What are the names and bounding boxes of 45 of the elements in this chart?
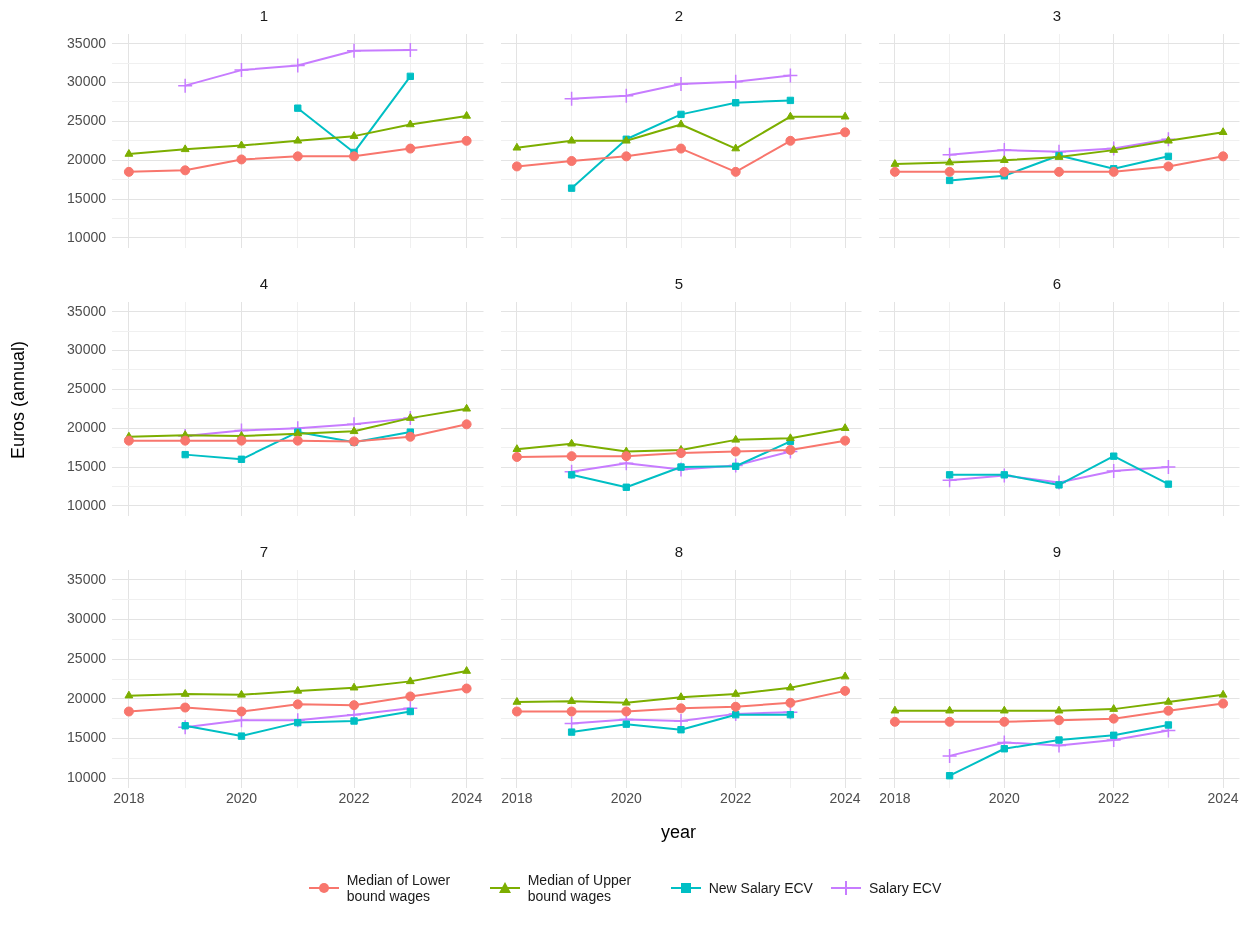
y-axis-title: Euros (annual)	[7, 340, 29, 460]
y-tick-label: 30000	[67, 341, 107, 358]
y-tick-label: 15000	[67, 189, 107, 206]
y-tick-label: 25000	[67, 112, 107, 129]
x-tick-label: 2018	[879, 790, 911, 807]
x-axis-title: year	[660, 822, 697, 843]
chart-title: 1	[259, 7, 269, 25]
chart-title: 2	[674, 7, 684, 25]
chart-title: 8	[674, 543, 684, 561]
y-tick-label: 20000	[67, 151, 107, 168]
x-tick-label: 2024	[451, 790, 483, 807]
x-tick-label: 2018	[113, 790, 145, 807]
chart-title: 3	[1052, 7, 1062, 25]
x-tick-label: 2018	[501, 790, 533, 807]
chart-title: 7	[259, 543, 269, 561]
y-tick-label: 20000	[67, 689, 107, 706]
legend-label: Median of Lower bound wages	[346, 872, 452, 904]
y-tick-label: 10000	[67, 768, 107, 785]
y-tick-label: 10000	[67, 496, 107, 513]
y-tick-label: 35000	[67, 570, 107, 587]
x-tick-label: 2022	[720, 790, 752, 807]
legend-label: Median of Upper bound wages	[527, 872, 633, 904]
y-tick-label: 30000	[67, 73, 107, 90]
x-tick-label: 2022	[1098, 790, 1130, 807]
legend-label: Salary ECV	[868, 880, 942, 896]
chart-title: 9	[1052, 543, 1062, 561]
y-tick-label: 15000	[67, 457, 107, 474]
x-tick-label: 2020	[610, 790, 643, 807]
x-tick-label: 2024	[829, 790, 861, 807]
legend-label: New Salary ECV	[708, 880, 813, 896]
x-tick-label: 2020	[988, 790, 1021, 807]
chart-title: 5	[674, 275, 684, 293]
y-tick-label: 35000	[67, 302, 107, 319]
y-tick-label: 30000	[67, 610, 107, 627]
y-tick-label: 15000	[67, 729, 107, 746]
y-tick-label: 20000	[67, 419, 107, 436]
x-tick-label: 2024	[1207, 790, 1239, 807]
chart-title: 6	[1052, 275, 1062, 293]
x-tick-label: 2020	[225, 790, 258, 807]
y-tick-label: 25000	[67, 650, 107, 667]
y-tick-label: 35000	[67, 34, 107, 51]
x-tick-label: 2022	[338, 790, 370, 807]
chart-title: 4	[259, 275, 269, 293]
y-tick-label: 10000	[67, 228, 107, 245]
y-tick-label: 25000	[67, 380, 107, 397]
